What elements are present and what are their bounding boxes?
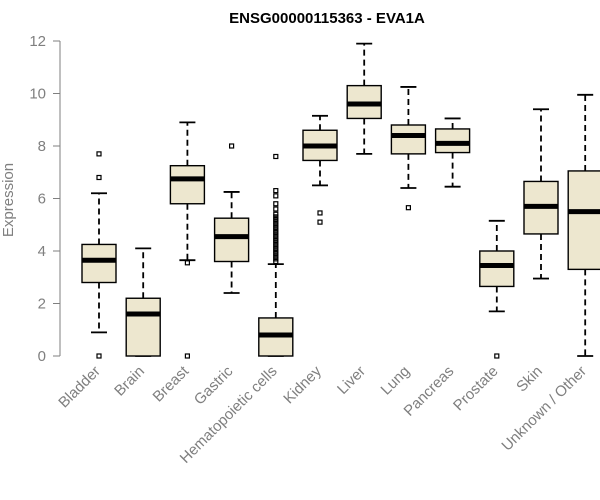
box-group [434, 117, 471, 188]
x-category-label: Liver [334, 363, 369, 398]
outlier-point [494, 353, 500, 359]
box-group [125, 247, 161, 357]
outlier-point [273, 243, 279, 249]
outlier-point [405, 205, 411, 211]
y-tick-label: 0 [38, 348, 46, 365]
outlier-point [273, 256, 279, 262]
outlier-point [273, 235, 279, 241]
outlier-point [273, 232, 279, 238]
box-group [567, 93, 600, 357]
outlier-point [273, 224, 279, 230]
outlier-point [96, 151, 102, 157]
y-tick-label: 6 [38, 191, 46, 208]
x-category-label: Kidney [280, 362, 325, 407]
outlier-point [273, 219, 279, 225]
box-group [213, 143, 250, 294]
box-group [258, 153, 294, 357]
outlier-point [273, 216, 279, 223]
outlier-point [273, 253, 279, 259]
outlier-point [96, 353, 102, 359]
iqr-box [125, 297, 161, 357]
outlier-point [273, 248, 279, 254]
x-category-label: Breast [150, 362, 193, 405]
x-category-label: Bladder [55, 363, 104, 412]
y-axis-ticks: 0 2 4 6 8 10 12 [29, 33, 60, 365]
iqr-box [479, 250, 515, 288]
outlier-point [273, 222, 279, 228]
box-group [346, 42, 382, 155]
x-category-label: Lung [378, 363, 414, 399]
outlier-point [273, 153, 279, 160]
box-group [390, 86, 427, 211]
iqr-box [213, 217, 250, 263]
outlier-point [273, 245, 279, 251]
outlier-point [273, 211, 279, 217]
iqr-box [169, 164, 206, 205]
iqr-box [434, 128, 471, 154]
outlier-point [273, 240, 279, 246]
chart-title: ENSG00000115363 - EVA1A [229, 10, 425, 27]
outlier-point [273, 258, 279, 265]
outlier-point [273, 251, 279, 257]
iqr-box [567, 170, 600, 271]
outlier-point [184, 353, 190, 359]
box-group [523, 108, 559, 280]
outlier-point [317, 210, 323, 216]
outlier-point [184, 260, 190, 266]
box-group [479, 219, 515, 359]
y-tick-label: 2 [38, 296, 46, 313]
box-series [81, 42, 600, 359]
outlier-point [229, 143, 235, 149]
outlier-point [273, 201, 279, 207]
iqr-box [81, 243, 117, 284]
outlier-point [273, 227, 279, 233]
x-category-label: Unknown / Other [498, 363, 590, 455]
outlier-point [273, 214, 279, 220]
iqr-box [390, 124, 427, 155]
outlier-point [273, 206, 279, 212]
outlier-point [317, 219, 323, 225]
outlier-point [96, 174, 102, 181]
y-tick-label: 10 [29, 86, 46, 103]
y-tick-label: 8 [38, 138, 46, 155]
outlier-point [273, 193, 279, 199]
y-tick-label: 4 [38, 243, 46, 260]
x-category-label: Skin [513, 363, 546, 396]
x-category-label: Brain [111, 363, 148, 400]
outlier-point [273, 237, 279, 244]
box-group [81, 151, 117, 359]
x-category-label: Prostate [450, 363, 502, 415]
y-tick-label: 12 [29, 33, 46, 50]
outlier-point [273, 230, 279, 236]
outlier-point [273, 188, 279, 194]
box-group [302, 114, 338, 225]
box-group [169, 121, 206, 359]
y-axis-label: Expression [0, 163, 17, 237]
